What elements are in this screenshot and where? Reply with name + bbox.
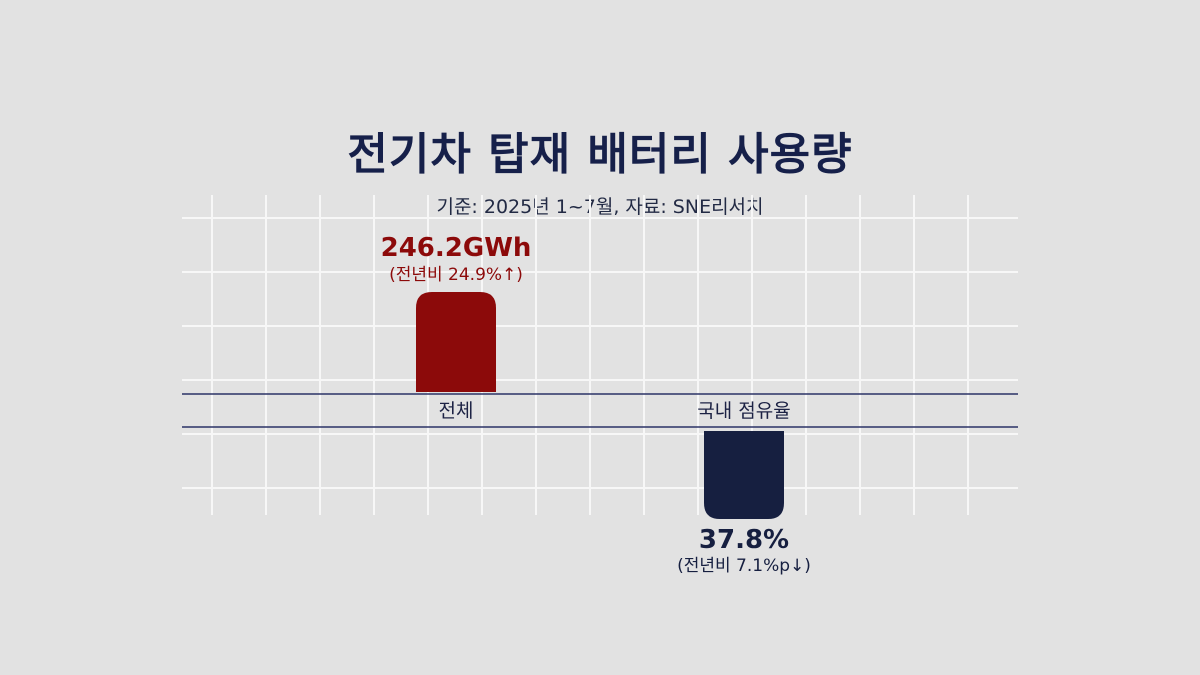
bars-group bbox=[416, 292, 784, 519]
bar-total bbox=[416, 292, 496, 392]
chart-title: 전기차 탑재 배터리 사용량 bbox=[347, 129, 853, 180]
background-grid bbox=[182, 195, 1018, 515]
data-label-total-change: (전년비 24.9%↑) bbox=[389, 265, 523, 285]
category-label: 전체 bbox=[439, 400, 474, 422]
bar-domestic-share bbox=[704, 431, 784, 519]
data-label-share-change: (전년비 7.1%p↓) bbox=[677, 556, 811, 576]
data-label-share-value: 37.8% bbox=[699, 525, 789, 555]
category-label: 국내 점유율 bbox=[697, 400, 790, 422]
chart-subtitle: 기준: 2025년 1~7월, 자료: SNE리서치 bbox=[436, 196, 764, 218]
labels-group: 246.2GWh(전년비 24.9%↑) 전체 37.8%(전년비 7.1%p↓) 국… bbox=[381, 233, 811, 576]
data-label-total-value: 246.2GWh bbox=[381, 233, 532, 263]
